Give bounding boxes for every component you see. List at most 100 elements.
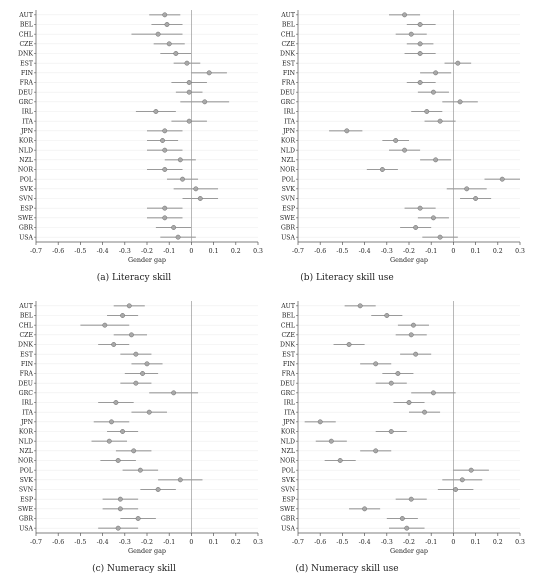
point-estimate	[155, 31, 161, 37]
point-estimate	[146, 409, 152, 415]
point-estimate	[126, 303, 132, 309]
x-tick-label: 0.1	[471, 539, 481, 546]
x-tick-label: -0.5	[74, 248, 86, 255]
y-tick-label: GBR	[281, 516, 295, 523]
point-estimate	[402, 12, 408, 18]
x-tick-label: -0.5	[74, 539, 86, 546]
point-estimate	[417, 41, 423, 47]
caption-literacy-skill: (a) Literacy skill	[96, 273, 172, 283]
x-tick-label: -0.7	[30, 248, 42, 255]
point-estimate	[430, 89, 436, 95]
point-estimate	[430, 215, 436, 221]
point-estimate	[357, 303, 363, 309]
y-tick-label: KOR	[19, 138, 34, 145]
y-tick-label: NZL	[281, 157, 295, 164]
y-tick-label: FIN	[283, 70, 296, 77]
y-tick-label: SWE	[18, 215, 34, 222]
point-estimate	[115, 525, 121, 531]
point-estimate	[180, 176, 185, 182]
y-tick-label: FRA	[282, 80, 296, 87]
point-estimate	[162, 147, 168, 153]
y-tick-label: GBR	[19, 516, 33, 523]
point-estimate	[120, 429, 126, 434]
x-tick-label: 0.1	[209, 248, 219, 255]
y-tick-label: SWE	[280, 215, 296, 222]
caption-literacy-skill-use: (b) Literacy skill use	[300, 273, 394, 283]
point-estimate	[177, 157, 183, 163]
point-estimate	[171, 225, 177, 230]
x-tick-label: -0.5	[336, 248, 348, 255]
point-estimate	[388, 429, 394, 434]
point-estimate	[117, 496, 123, 502]
y-tick-label: CZE	[281, 332, 295, 339]
caption-numeracy-skill: (c) Numeracy skill	[92, 564, 176, 574]
y-tick-label: KOR	[281, 138, 296, 145]
point-estimate	[171, 390, 177, 396]
x-tick-label: -0.4	[359, 539, 371, 546]
point-estimate	[393, 138, 399, 143]
point-estimate	[133, 351, 139, 357]
y-tick-label: NLD	[19, 147, 34, 154]
y-tick-label: DEU	[18, 89, 33, 96]
y-tick-label: CHL	[281, 31, 295, 38]
y-tick-label: JPN	[282, 419, 296, 426]
y-tick-label: JPN	[282, 128, 296, 135]
y-tick-label: USA	[19, 525, 33, 532]
y-tick-label: JPN	[20, 128, 34, 135]
y-tick-label: BEL	[20, 313, 33, 320]
y-tick-label: NZL	[19, 448, 33, 455]
y-tick-label: KOR	[19, 429, 34, 436]
point-estimate	[408, 496, 414, 502]
point-estimate	[344, 128, 350, 134]
point-estimate	[186, 80, 192, 85]
x-tick-label: 0.2	[493, 539, 503, 546]
x-tick-label: -0.2	[403, 248, 415, 255]
y-tick-label: ESP	[20, 205, 33, 212]
y-tick-label: FRA	[20, 371, 34, 378]
y-tick-label: IRL	[284, 109, 295, 116]
point-estimate	[410, 322, 416, 328]
point-estimate	[417, 51, 423, 56]
point-estimate	[317, 419, 323, 425]
y-tick-label: CHL	[281, 322, 295, 329]
y-tick-label: NZL	[281, 448, 295, 455]
y-tick-label: SVN	[19, 196, 34, 203]
y-tick-label: SWE	[280, 506, 296, 513]
point-estimate	[162, 128, 168, 134]
x-tick-label: -0.3	[381, 248, 393, 255]
y-tick-label: DNK	[18, 342, 33, 349]
x-tick-label: -0.5	[336, 539, 348, 546]
x-tick-label: -0.6	[52, 539, 64, 546]
y-tick-label: NOR	[18, 458, 33, 465]
point-estimate	[135, 516, 141, 521]
y-tick-label: USA	[281, 234, 295, 241]
point-estimate	[184, 60, 190, 66]
y-tick-label: GRC	[19, 99, 34, 106]
y-tick-label: POL	[282, 176, 295, 183]
point-estimate	[395, 371, 401, 376]
x-tick-label: 0.3	[515, 539, 525, 546]
x-tick-label: -0.7	[292, 248, 304, 255]
y-tick-label: NOR	[280, 167, 295, 174]
x-tick-label: 0.3	[253, 539, 263, 546]
y-tick-label: FRA	[282, 371, 296, 378]
point-estimate	[162, 12, 168, 18]
y-tick-label: BEL	[282, 22, 295, 29]
point-estimate	[186, 118, 192, 124]
x-axis-label: Gender gap	[128, 547, 166, 555]
x-tick-label: 0	[189, 539, 193, 546]
x-tick-label: -0.1	[163, 248, 175, 255]
y-tick-label: AUT	[18, 12, 34, 19]
x-tick-label: -0.4	[97, 248, 109, 255]
y-tick-label: POL	[20, 467, 33, 474]
y-tick-label: SVK	[20, 186, 34, 193]
point-estimate	[413, 225, 419, 230]
point-estimate	[160, 138, 165, 143]
point-estimate	[115, 458, 121, 463]
y-tick-label: EST	[20, 60, 34, 67]
y-tick-label: AUT	[280, 12, 296, 19]
point-estimate	[388, 380, 394, 386]
point-estimate	[186, 89, 192, 95]
y-tick-label: IRL	[22, 109, 33, 116]
y-tick-label: ITA	[284, 409, 295, 416]
